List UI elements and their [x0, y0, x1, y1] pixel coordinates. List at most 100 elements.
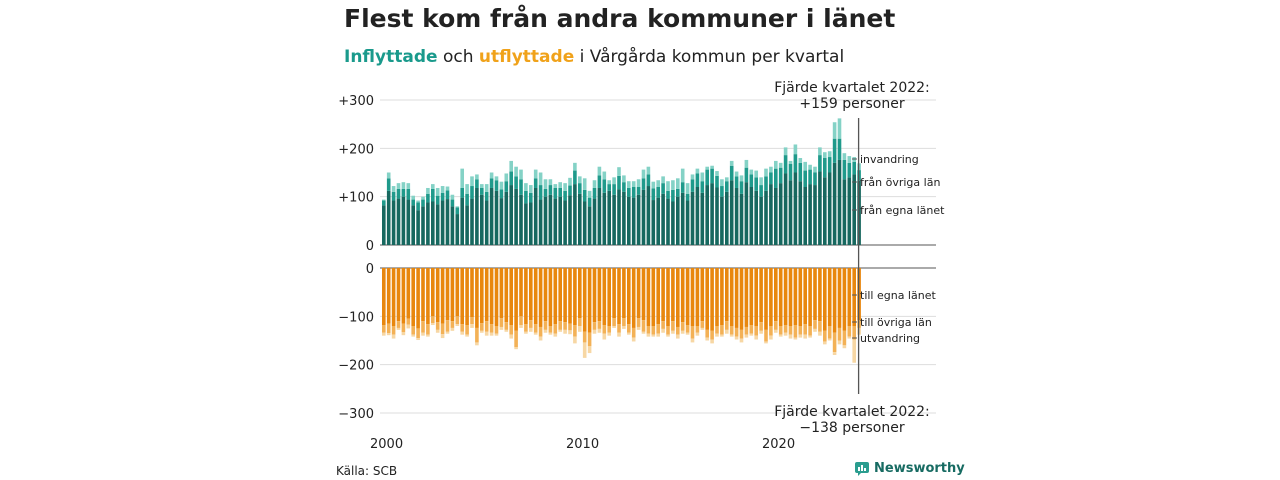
- bar-fran-egna-lanet: [431, 201, 435, 245]
- bar-fran-egna-lanet: [391, 200, 396, 245]
- bar-fran-ovriga-lan: [720, 186, 724, 197]
- bar-fran-ovriga-lan: [734, 176, 739, 188]
- bar-fran-egna-lanet: [617, 189, 621, 245]
- bar-invandring: [391, 186, 396, 192]
- bar-fran-egna-lanet: [455, 214, 460, 245]
- bar-till-ovriga-lan: [529, 320, 533, 328]
- bar-fran-egna-lanet: [680, 192, 685, 245]
- bar-utvandring: [852, 339, 856, 363]
- bar-invandring: [798, 158, 803, 163]
- bar-invandring: [465, 184, 469, 194]
- bar-invandring: [783, 147, 788, 156]
- bar-invandring: [641, 169, 646, 179]
- bar-utvandring: [666, 334, 670, 337]
- bar-till-ovriga-lan: [480, 323, 484, 331]
- bar-fran-ovriga-lan: [700, 181, 705, 193]
- bar-invandring: [533, 169, 538, 179]
- x-tick-label: 2000: [370, 437, 403, 452]
- bar-fran-egna-lanet: [386, 190, 391, 245]
- bar-invandring: [445, 186, 450, 191]
- bar-invandring: [455, 206, 460, 208]
- bar-till-egna-lanet: [676, 268, 680, 327]
- bar-utvandring: [484, 331, 489, 336]
- bar-fran-egna-lanet: [612, 194, 616, 245]
- bar-invandring: [612, 177, 616, 185]
- bar-fran-ovriga-lan: [813, 172, 817, 186]
- bar-utvandring: [421, 332, 425, 336]
- bar-till-ovriga-lan: [573, 325, 577, 337]
- bar-till-egna-lanet: [607, 268, 611, 326]
- annotation-top-line2: +159 personer: [799, 96, 905, 112]
- bar-fran-ovriga-lan: [391, 191, 396, 201]
- bar-utvandring: [705, 337, 709, 341]
- bar-fran-ovriga-lan: [783, 155, 788, 174]
- bar-invandring: [739, 175, 744, 182]
- bar-till-ovriga-lan: [563, 322, 567, 330]
- bar-utvandring: [827, 338, 832, 341]
- bar-till-ovriga-lan: [558, 321, 562, 330]
- bar-till-ovriga-lan: [504, 322, 509, 330]
- bar-till-egna-lanet: [553, 268, 558, 325]
- bar-utvandring: [440, 334, 445, 339]
- bar-fran-egna-lanet: [715, 187, 719, 245]
- bar-utvandring: [470, 324, 474, 328]
- bar-till-ovriga-lan: [494, 325, 499, 334]
- bar-till-egna-lanet: [391, 268, 396, 326]
- bar-fran-egna-lanet: [499, 198, 504, 245]
- bar-utvandring: [813, 328, 817, 332]
- bar-utvandring: [602, 333, 607, 340]
- bar-till-ovriga-lan: [847, 325, 852, 337]
- bar-invandring: [489, 172, 494, 179]
- bar-invandring: [793, 144, 798, 155]
- bar-utvandring: [700, 327, 705, 330]
- bar-till-ovriga-lan: [524, 324, 528, 332]
- bar-fran-ovriga-lan: [749, 174, 754, 188]
- bar-till-egna-lanet: [715, 268, 719, 326]
- bar-fran-ovriga-lan: [396, 188, 401, 199]
- bar-utvandring: [832, 352, 837, 355]
- bar-till-ovriga-lan: [533, 324, 538, 333]
- bar-till-ovriga-lan: [823, 330, 827, 342]
- bar-till-egna-lanet: [435, 268, 440, 323]
- bar-till-egna-lanet: [778, 268, 783, 326]
- bar-till-ovriga-lan: [720, 325, 724, 335]
- bar-till-egna-lanet: [573, 268, 577, 326]
- bar-utvandring: [729, 334, 734, 337]
- bar-fran-ovriga-lan: [744, 167, 749, 183]
- bar-till-ovriga-lan: [406, 318, 411, 325]
- bar-fran-ovriga-lan: [504, 181, 509, 192]
- bar-till-ovriga-lan: [509, 325, 513, 335]
- bar-invandring: [676, 178, 680, 189]
- subtitle-inflyttade: Inflyttade: [344, 47, 438, 67]
- bar-fran-egna-lanet: [676, 196, 680, 245]
- bar-fran-ovriga-lan: [445, 190, 450, 200]
- bar-invandring: [808, 164, 812, 170]
- bar-fran-egna-lanet: [440, 200, 445, 245]
- bar-till-ovriga-lan: [818, 321, 822, 332]
- bar-till-ovriga-lan: [450, 321, 455, 328]
- bar-invandring: [695, 168, 700, 174]
- bar-fran-ovriga-lan: [778, 167, 783, 184]
- bar-fran-ovriga-lan: [401, 188, 406, 197]
- bar-utvandring: [524, 331, 528, 334]
- bar-till-ovriga-lan: [416, 328, 420, 339]
- bar-invandring: [651, 181, 656, 189]
- bar-utvandring: [416, 338, 420, 341]
- bar-fran-ovriga-lan: [695, 173, 700, 188]
- bar-till-ovriga-lan: [592, 322, 597, 330]
- bar-utvandring: [764, 341, 768, 344]
- bar-till-ovriga-lan: [769, 325, 773, 336]
- bar-till-egna-lanet: [729, 268, 734, 326]
- bar-till-ovriga-lan: [793, 325, 798, 338]
- y-ticks-top: +300 +200 +100 0: [338, 94, 374, 254]
- bar-till-ovriga-lan: [631, 327, 636, 338]
- bar-fran-egna-lanet: [582, 201, 587, 245]
- bar-till-egna-lanet: [744, 268, 749, 327]
- bar-fran-ovriga-lan: [631, 187, 636, 198]
- bar-fran-ovriga-lan: [793, 154, 798, 173]
- bar-till-ovriga-lan: [695, 325, 700, 333]
- bar-till-egna-lanet: [690, 268, 695, 326]
- bar-fran-ovriga-lan: [739, 181, 744, 194]
- bar-fran-egna-lanet: [803, 187, 807, 245]
- bar-fran-egna-lanet: [710, 183, 714, 245]
